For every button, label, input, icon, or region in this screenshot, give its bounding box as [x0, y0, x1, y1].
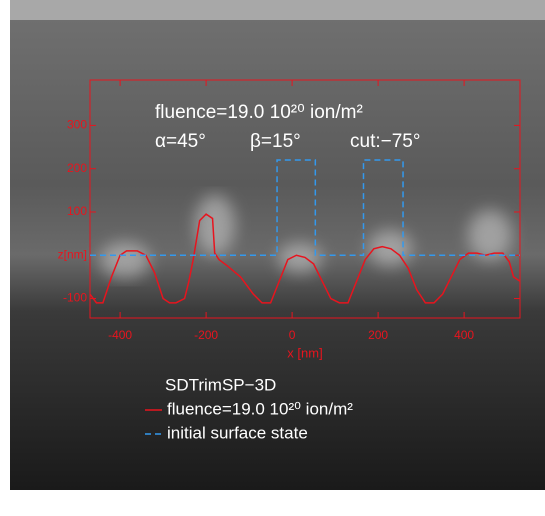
sem-image — [10, 20, 545, 490]
y-tick-label: 300 — [67, 118, 87, 132]
top-strip — [10, 0, 545, 20]
x-tick-label: 0 — [289, 328, 296, 342]
annotation: β=15° — [250, 131, 301, 152]
y-tick-label: -100 — [63, 291, 87, 305]
annotation: α=45° — [155, 131, 206, 152]
legend-label: fluence=19.0 10²⁰ ion/m² — [167, 399, 353, 418]
y-tick-label: z[nm] — [58, 247, 87, 261]
y-tick-label: 200 — [67, 161, 87, 175]
series-line — [89, 213, 521, 304]
annotation: fluence=19.0 10²⁰ ion/m² — [155, 102, 363, 123]
annotation: cut:−75° — [350, 131, 420, 152]
plot-frame — [89, 79, 521, 319]
y-tick-label: 100 — [67, 204, 87, 218]
x-tick-label: 400 — [454, 328, 474, 342]
series-line — [90, 159, 520, 257]
x-axis-label: x [nm] — [287, 345, 322, 360]
x-tick-label: -400 — [108, 328, 132, 342]
legend-title: SDTrimSP−3D — [165, 375, 276, 394]
legend-label: initial surface state — [167, 423, 308, 442]
x-tick-label: 200 — [368, 328, 388, 342]
x-tick-label: -200 — [194, 328, 218, 342]
